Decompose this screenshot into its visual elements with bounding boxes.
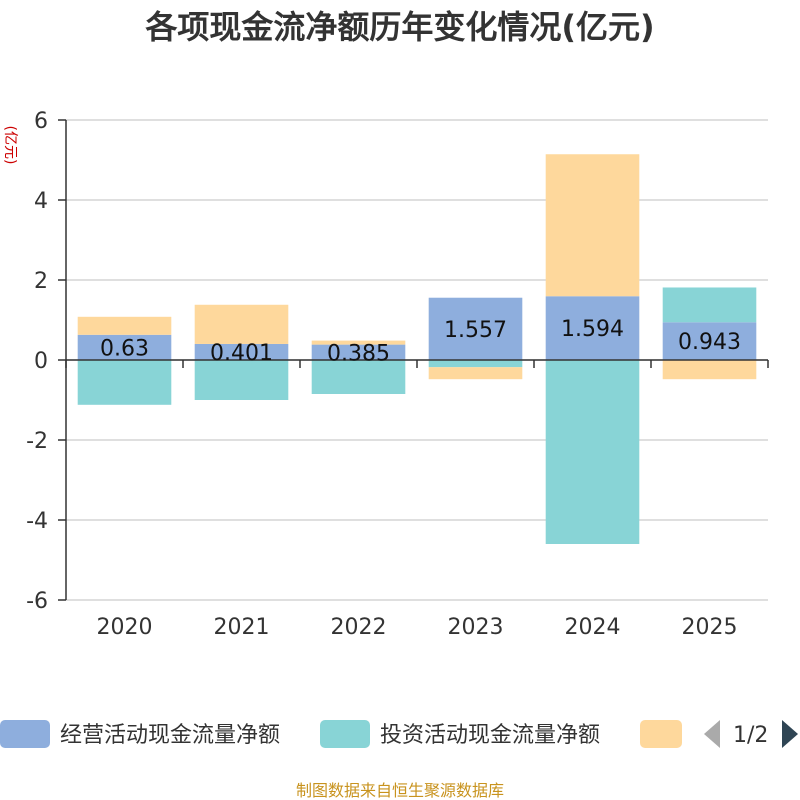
bar-segment[interactable] [428,360,523,368]
bar-segment[interactable] [662,322,757,360]
legend-next-page-icon[interactable] [782,720,798,748]
legend-swatch-financing[interactable] [640,720,682,748]
bar-segment[interactable] [194,304,289,344]
y-tick-label: 6 [34,109,48,134]
bar-segment[interactable] [545,360,640,544]
bars [77,154,757,544]
legend-label-operating[interactable]: 经营活动现金流量净额 [60,723,280,748]
x-tick-label: 2022 [331,615,387,640]
legend-prev-page-icon[interactable] [704,720,720,748]
legend-label-investing[interactable]: 投资活动现金流量净额 [380,723,600,748]
y-tick-label: 0 [34,349,48,374]
axes [58,119,769,601]
bar-segment[interactable] [194,343,289,360]
bar-segment[interactable] [545,296,640,360]
x-tick-label: 2024 [565,615,621,640]
y-tick-label: -6 [26,589,48,614]
y-tick-label: -4 [26,509,48,534]
bar-segment[interactable] [662,360,757,380]
x-tick-label: 2025 [682,615,738,640]
data-label: 0.63 [100,336,149,361]
y-tick-label: 4 [34,189,48,214]
data-label: 0.401 [210,341,273,366]
bar-segment[interactable] [311,340,406,345]
legend-swatch-operating[interactable] [0,720,50,748]
bar-segment[interactable] [77,334,172,360]
y-tick-label: 2 [34,269,48,294]
chart-title: 各项现金流净额历年变化情况(亿元) [145,8,654,46]
legend-swatch-investing[interactable] [320,720,370,748]
y-axis-label: (亿元) [2,126,18,165]
bar-segment[interactable] [77,316,172,335]
data-label: 1.594 [561,317,624,342]
legend-page-indicator: 1/2 [733,723,768,748]
source-note: 制图数据来自恒生聚源数据库 [296,781,504,800]
y-tick-label: -2 [26,429,48,454]
bar-segment[interactable] [662,287,757,323]
legend: 经营活动现金流量净额 投资活动现金流量净额 1/2 [0,720,798,748]
data-label: 1.557 [444,318,507,343]
bar-segment[interactable] [311,360,406,394]
bar-segment[interactable] [428,297,523,360]
bar-segment[interactable] [194,360,289,400]
bar-segment[interactable] [428,367,523,380]
x-tick-labels: 2020 2021 2022 2023 2024 2025 [97,615,738,640]
bar-segment[interactable] [545,154,640,297]
data-label: 0.385 [327,341,390,366]
x-tick-label: 2023 [448,615,504,640]
data-label: 0.943 [678,330,741,355]
x-tick-label: 2020 [97,615,153,640]
x-tick-label: 2021 [214,615,270,640]
bar-segment[interactable] [77,360,172,405]
bar-segment[interactable] [311,344,406,360]
y-tick-labels: 6 4 2 0 -2 -4 -6 [26,109,48,614]
data-labels: 0.63 0.401 0.385 1.557 1.594 0.943 [100,317,741,366]
